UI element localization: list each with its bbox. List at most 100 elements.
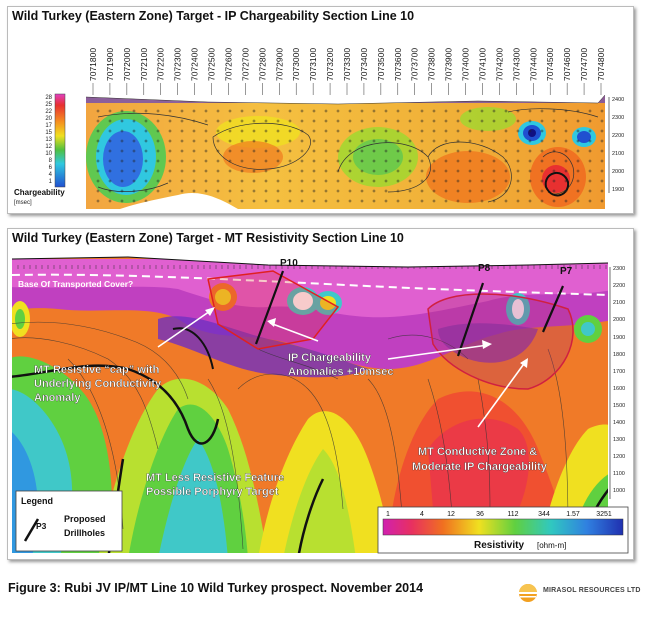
elevation-label: 2200 — [613, 283, 625, 289]
legend-symbol-label: P3 — [36, 521, 47, 531]
chargeability-scale-values: 28 25 22 20 17 15 13 12 10 8 6 4 1 — [45, 95, 52, 185]
drillhole-labels: P10 P8 P7 — [280, 258, 573, 277]
station-label: 7073200 — [325, 48, 335, 81]
station-label: 7072800 — [257, 48, 267, 81]
elevation-label: 2300 — [612, 115, 624, 121]
legend-drillhole-symbol — [23, 518, 40, 542]
station-label: 7072000 — [122, 48, 132, 81]
drillhole-legend: Legend P3 Proposed Drillholes — [15, 490, 123, 552]
less-resistive-line-2: Possible Porphyry Target — [146, 486, 279, 498]
scale-value: 25 — [45, 102, 52, 108]
resistivity-value: 1.57 — [566, 511, 580, 518]
mt-cap-line-3: Anomaly — [34, 392, 81, 404]
elevation-label: 1400 — [613, 420, 625, 426]
scale-value: 4 — [49, 172, 53, 178]
mt-conductive-line-1: MT Conductive Zone & — [418, 446, 537, 458]
station-label: 7072600 — [223, 48, 233, 81]
station-label: 7072700 — [240, 48, 250, 81]
scale-value: 6 — [49, 165, 53, 171]
arrow-heads — [205, 307, 528, 368]
station-label: 7074600 — [562, 48, 572, 81]
elevation-label: 1200 — [613, 454, 625, 460]
station-label: 7074500 — [545, 48, 555, 81]
station-label: 7073300 — [342, 48, 352, 81]
resistivity-value: 344 — [538, 511, 550, 518]
scale-value: 1 — [49, 179, 53, 185]
ip-section-figure: 7071800 7071900 7072000 7072100 7072200 70723… — [14, 48, 624, 209]
elevation-label: 1900 — [612, 187, 624, 193]
drillhole-p10 — [254, 270, 285, 345]
less-resistive-line-1: MT Less Resistive Feature — [146, 472, 284, 484]
resistivity-label: Resistivity — [474, 540, 524, 551]
elevation-label: 2000 — [613, 317, 625, 323]
drillhole-label: P8 — [478, 263, 491, 274]
station-label: 7074700 — [579, 48, 589, 81]
mt-resistivity-panel: Wild Turkey (Eastern Zone) Target - MT R… — [7, 228, 634, 560]
station-label: 7074200 — [494, 48, 504, 81]
station-label: 7074800 — [596, 48, 606, 81]
station-label: 7073000 — [291, 48, 301, 81]
elevation-label: 2000 — [612, 169, 624, 175]
drillhole-p7 — [541, 285, 565, 333]
chargeability-color-scale — [54, 93, 66, 188]
elevation-label: 1800 — [613, 352, 625, 358]
mt-panel-title: Wild Turkey (Eastern Zone) Target - MT R… — [12, 231, 404, 245]
station-label: 7073600 — [393, 48, 403, 81]
mt-section-figure: Base Of Transported Cover? P10 P8 P7 — [11, 256, 629, 554]
scale-value: 8 — [49, 158, 53, 164]
elevation-label: 1100 — [613, 471, 625, 477]
scale-value: 22 — [45, 109, 52, 115]
ip-panel-title: Wild Turkey (Eastern Zone) Target - IP C… — [12, 9, 415, 23]
mirasol-logo: MIRASOL RESOURCES LTD — [515, 578, 645, 606]
ip-anomalies-line-2: Anomalies +10msec — [288, 366, 393, 378]
ip-contour-section — [86, 95, 605, 209]
elevation-label: 2200 — [612, 133, 624, 139]
chargeability-label: Chargeability — [14, 188, 65, 197]
station-label: 7071800 — [88, 48, 98, 81]
station-label: 7074100 — [477, 48, 487, 81]
scale-value: 10 — [45, 151, 52, 157]
station-tick-marks: 7071800 7071900 7072000 7072100 7072200 70723… — [88, 48, 606, 95]
base-cover-label: Base Of Transported Cover? — [18, 279, 133, 289]
elevation-label: 1700 — [613, 369, 625, 375]
resistivity-value: 4 — [420, 511, 424, 518]
station-label: 7072400 — [190, 48, 200, 81]
ip-elevation-axis: 2400 2300 2200 2100 2000 1900 — [612, 97, 624, 193]
annotation-arrows — [157, 308, 527, 428]
station-label: 7074000 — [461, 48, 471, 81]
ip-anomalies-line-1: IP Chargeability — [288, 352, 372, 364]
mt-conductive-line-2: Moderate IP Chargeability — [412, 461, 548, 473]
resistivity-value: 112 — [507, 511, 518, 518]
elevation-label: 1000 — [613, 488, 625, 494]
scale-value: 20 — [45, 116, 52, 122]
annotation-text: MT Resistive “cap” with Underlying Condu… — [34, 352, 548, 498]
drillhole-label: P7 — [560, 266, 573, 277]
elevation-label: 2100 — [612, 151, 624, 157]
elevation-label: 2300 — [613, 266, 625, 272]
scale-value: 17 — [45, 123, 52, 129]
ip-chargeability-panel: Wild Turkey (Eastern Zone) Target - IP C… — [7, 6, 634, 214]
station-label: 7072200 — [156, 48, 166, 81]
station-label: 7073500 — [376, 48, 386, 81]
resistivity-value: 12 — [447, 511, 455, 518]
resistivity-value: 36 — [476, 511, 484, 518]
mirasol-logo-icon — [518, 584, 538, 602]
station-label: 7074300 — [511, 48, 521, 81]
station-label: 7072900 — [274, 48, 284, 81]
mirasol-logo-text: MIRASOL RESOURCES LTD — [543, 587, 641, 594]
mt-cap-line-1: MT Resistive “cap” with — [34, 364, 160, 376]
resistivity-value: 1 — [386, 511, 390, 518]
chargeability-unit: [msec] — [14, 200, 32, 206]
elevation-label: 2100 — [613, 300, 625, 306]
resistivity-value: 3251 — [596, 511, 612, 518]
station-label: 7071900 — [105, 48, 115, 81]
scale-value: 12 — [45, 144, 52, 150]
station-label: 7073800 — [427, 48, 437, 81]
legend-label-2: Drillholes — [64, 528, 105, 538]
legend-title: Legend — [21, 496, 53, 506]
station-label: 7072100 — [139, 48, 149, 81]
legend-label-1: Proposed — [64, 514, 106, 524]
station-label: 7072500 — [207, 48, 217, 81]
elevation-label: 1500 — [613, 403, 625, 409]
scale-value: 15 — [45, 130, 52, 136]
